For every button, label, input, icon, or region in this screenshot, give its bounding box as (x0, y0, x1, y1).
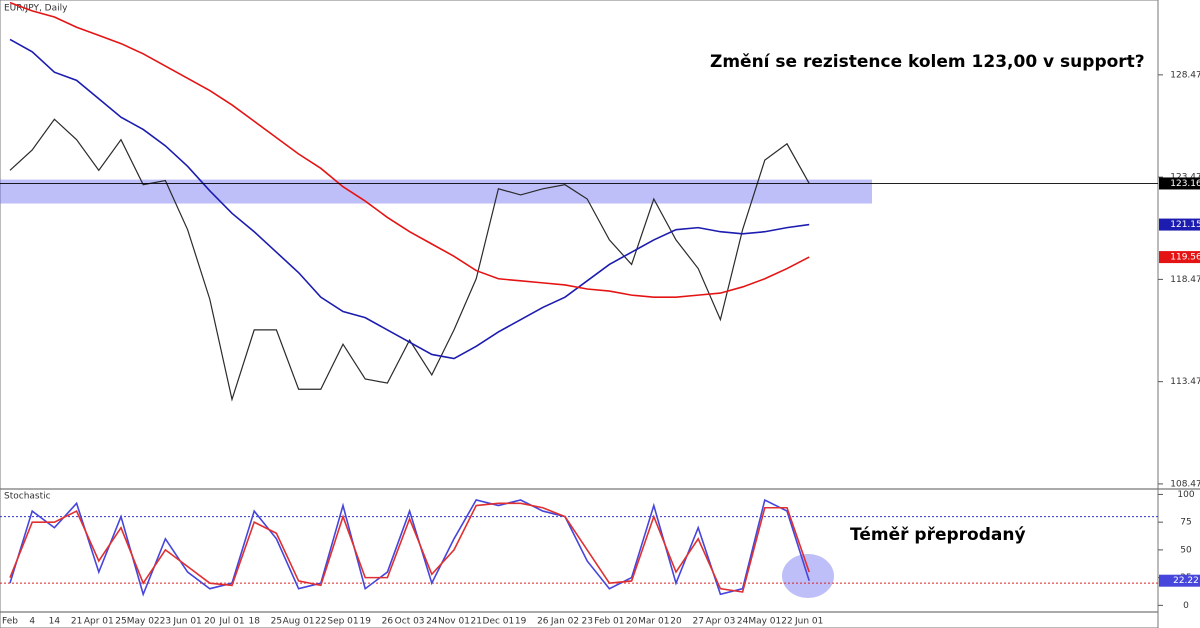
x-tick-label: 20 (626, 617, 638, 627)
x-tick-label: 19 (359, 617, 371, 627)
x-tick-label: Mar 01 (638, 617, 669, 627)
x-tick-label: May 02 (127, 617, 160, 627)
x-tick-label: 25 (271, 617, 282, 627)
x-tick-label: Dec 01 (483, 617, 515, 627)
y-tick-label: 118.47 (1170, 275, 1200, 285)
resistance-zone (0, 179, 872, 204)
value-tag-label: 119.56 (1170, 253, 1200, 263)
x-tick-label: 23 (160, 617, 171, 627)
x-tick-label: 21 (470, 617, 481, 627)
value-tag (1159, 574, 1200, 587)
y-tick-label: 108.47 (1170, 479, 1200, 489)
series-line (9, 118, 810, 402)
x-tick-label: 22 (781, 617, 792, 627)
y-tick-label: 50 (1180, 545, 1192, 555)
x-tick-label: Nov 01 (438, 617, 470, 627)
value-tag-label: 22.22 (1173, 576, 1199, 586)
value-tag-label: 121.15 (1170, 220, 1200, 230)
x-tick-label: 22 (315, 617, 326, 627)
x-tick-label: Jun 01 (172, 617, 201, 627)
y-tick-label: 100 (1177, 490, 1194, 500)
x-tick-label: 27 (692, 617, 703, 627)
value-tag (1159, 218, 1200, 231)
annotation: Změní se rezistence kolem 123,00 v suppo… (710, 52, 1145, 72)
y-tick-label: 113.47 (1170, 377, 1200, 387)
chart-title: EUR/JPY, Daily (4, 4, 68, 14)
value-tag (1159, 251, 1200, 264)
value-tag (1159, 177, 1200, 190)
x-tick-label: Jan 02 (550, 617, 579, 627)
x-tick-label: 20 (204, 617, 216, 627)
x-tick-label: 18 (248, 617, 260, 627)
series-line (9, 502, 810, 593)
series-line (9, 498, 810, 597)
x-tick-label: Apr 03 (705, 617, 735, 627)
annotation: Téměř přeprodaný (850, 525, 1026, 545)
x-tick-label: Aug 01 (283, 617, 315, 627)
x-tick-label: May 01 (748, 617, 781, 627)
x-tick-label: Feb 01 (594, 617, 624, 627)
x-tick-label: 14 (49, 617, 61, 627)
x-tick-label: Jun 01 (794, 617, 823, 627)
x-tick-label: Jul 01 (218, 617, 244, 627)
series-line (9, 1, 810, 298)
x-tick-label: 23 (581, 617, 592, 627)
y-tick-label: 128.47 (1170, 70, 1200, 80)
series-line (9, 38, 810, 360)
x-tick-label: 26 (382, 617, 394, 627)
x-tick-label: 19 (515, 617, 527, 627)
x-tick-label: Oct 03 (395, 617, 425, 627)
x-tick-label: Sep 01 (327, 617, 358, 627)
x-tick-label: 24 (737, 617, 749, 627)
x-tick-label: Feb (2, 617, 18, 627)
x-tick-label: 24 (426, 617, 438, 627)
x-tick-label: Apr 01 (84, 617, 114, 627)
x-tick-label: 25 (115, 617, 126, 627)
indicator-title: Stochastic (4, 492, 51, 502)
x-tick-label: 21 (71, 617, 82, 627)
frame (0, 0, 1159, 628)
value-tag-label: 123.16 (1170, 179, 1200, 189)
x-tick-label: 26 (537, 617, 549, 627)
x-tick-label: 4 (29, 617, 35, 627)
y-tick-label: 0 (1183, 601, 1189, 611)
y-tick-label: 75 (1180, 518, 1191, 528)
x-tick-label: 20 (670, 617, 682, 627)
